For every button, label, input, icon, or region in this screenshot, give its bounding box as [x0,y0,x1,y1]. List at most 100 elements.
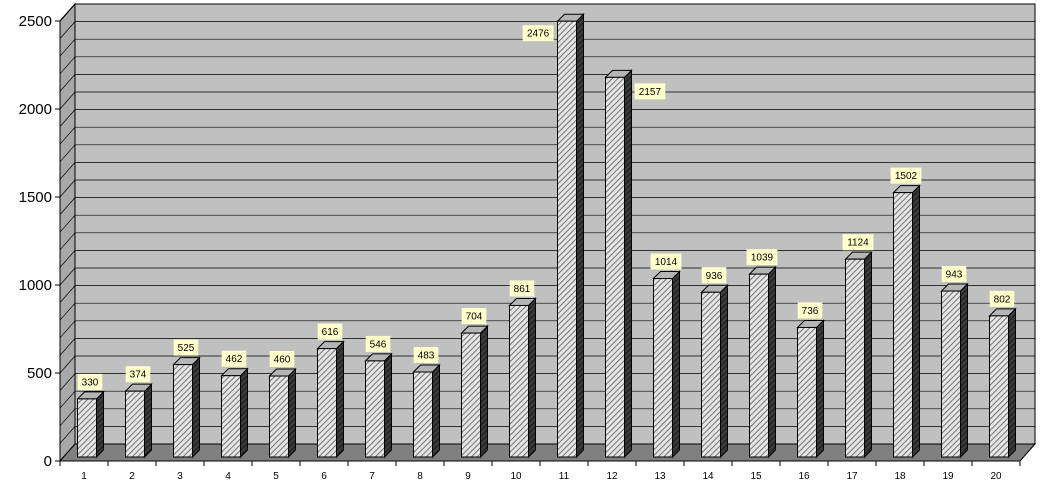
x-tick-label: 14 [702,471,714,482]
bar-side [576,13,584,459]
bar-side [432,363,440,459]
bar [652,270,681,459]
data-label-bg [317,323,343,340]
gridline [59,390,76,409]
bar-front [413,371,433,458]
y-tick-label: 2000 [19,101,52,118]
bar-front [605,76,625,458]
data-label-bg [461,308,487,325]
gridline [59,355,76,374]
data-label: 736 [797,302,823,319]
gridline [59,162,76,180]
data-label-text: 374 [130,370,147,381]
gridline [59,408,76,427]
gridline [59,285,76,303]
x-tick-label: 7 [369,471,375,482]
data-label-text: 936 [706,271,723,282]
x-tick-label: 19 [942,471,954,482]
x-tick-label: 10 [510,471,522,482]
bar-front [125,390,145,458]
data-label-bg [634,83,666,100]
data-label: 462 [221,350,247,367]
gridline [59,214,76,233]
data-label: 2157 [634,83,666,100]
data-label-bg [797,302,823,319]
data-label: 546 [365,335,391,352]
data-label: 330 [77,373,103,390]
data-label-text: 704 [466,312,483,323]
data-label-bg [650,253,682,270]
bar-side [96,390,104,459]
data-label-text: 943 [946,270,963,281]
gridline [59,179,76,198]
bar [412,363,441,459]
bar-side [1008,307,1016,459]
data-label-text: 460 [274,355,291,366]
y-tick-label: 2500 [19,13,52,30]
bar-side [336,340,344,459]
data-label: 943 [941,266,967,283]
data-label: 936 [701,267,727,284]
bar-front [941,290,961,458]
bar [892,184,921,459]
bar [604,69,633,459]
bar-front [365,360,385,458]
bar-side [912,184,920,459]
x-tick-label: 6 [321,471,327,482]
bar-side [192,356,200,459]
data-label: 1014 [650,253,682,270]
data-label: 483 [413,346,439,363]
y-tick-label: 1000 [19,277,52,294]
x-tick-label: 9 [465,471,471,482]
x-tick-label: 3 [177,471,183,482]
chart-side-wall [59,2,76,463]
bar-front [221,375,241,458]
data-label-bg [269,351,295,368]
data-label-bg [989,290,1015,307]
bar-side [528,297,536,459]
data-label-bg [890,167,922,184]
gridline [59,56,76,75]
gridline [59,267,76,286]
gridline [59,3,76,22]
bar [940,282,969,459]
chart-floor [58,443,1037,462]
bar [364,352,393,459]
gridline [59,197,76,215]
gridline [59,144,76,163]
data-label: 2476 [522,25,554,42]
bar [796,319,825,459]
x-tick-label: 8 [417,471,423,482]
data-label-text: 462 [226,354,243,365]
x-tick-label: 11 [559,471,570,482]
y-tick-label: 500 [27,365,52,382]
bar-side [768,265,776,459]
bar-front [893,192,913,458]
data-label-bg [746,249,778,266]
bar [316,340,345,459]
gridline [59,21,76,39]
gridline [59,38,76,57]
bar-side [144,382,152,459]
gridline [59,426,76,444]
bar-front [797,326,817,458]
data-label-text: 483 [418,350,435,361]
data-label-bg [365,335,391,352]
bar-front [989,315,1009,458]
bar-side [480,324,488,459]
data-label-bg [413,346,439,363]
gridline [59,250,76,268]
bar-front [269,375,289,458]
data-label-text: 802 [994,294,1011,305]
data-label-text: 330 [82,377,99,388]
data-label: 616 [317,323,343,340]
bar-front [77,398,97,458]
x-tick-label: 12 [606,471,618,482]
x-tick-label: 5 [273,471,279,482]
x-tick-label: 4 [225,471,231,482]
bar-front [461,332,481,458]
bar-side [960,282,968,459]
gridline [59,126,76,145]
bar-front [173,364,193,458]
